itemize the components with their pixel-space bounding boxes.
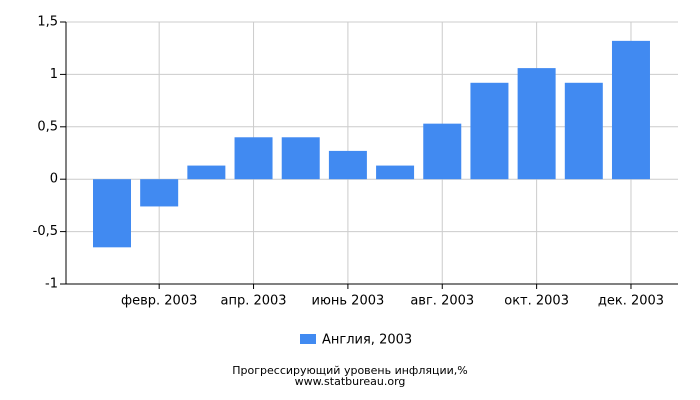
bar	[234, 137, 273, 180]
bar	[517, 68, 556, 180]
y-tick-label: 0,5	[37, 119, 58, 134]
bar	[564, 82, 603, 180]
y-tick-label: 0	[50, 172, 58, 187]
chart-subtitle: www.statbureau.org	[295, 375, 406, 388]
bar	[376, 165, 415, 180]
chart-title: Прогрессирующий уровень инфляции,%	[232, 364, 467, 377]
bar	[423, 123, 462, 180]
bar	[611, 40, 650, 180]
bar	[281, 137, 320, 180]
x-tick-label: июнь 2003	[312, 294, 385, 309]
bar	[187, 165, 226, 180]
x-tick-label: авг. 2003	[410, 294, 474, 309]
legend-swatch	[300, 334, 316, 344]
bar	[470, 82, 509, 180]
x-tick-label: апр. 2003	[221, 294, 287, 309]
y-tick-label: -1	[45, 277, 58, 292]
y-tick-label: 1	[50, 67, 58, 82]
legend-label: Англия, 2003	[322, 333, 412, 348]
bar	[328, 150, 367, 180]
x-tick-label: февр. 2003	[121, 294, 197, 309]
bar	[93, 179, 131, 248]
x-tick-label: дек. 2003	[598, 294, 664, 309]
y-tick-label: 1,5	[37, 15, 58, 30]
y-tick-label: -0,5	[33, 224, 58, 239]
x-tick-label: окт. 2003	[504, 294, 569, 309]
bar	[140, 179, 179, 207]
